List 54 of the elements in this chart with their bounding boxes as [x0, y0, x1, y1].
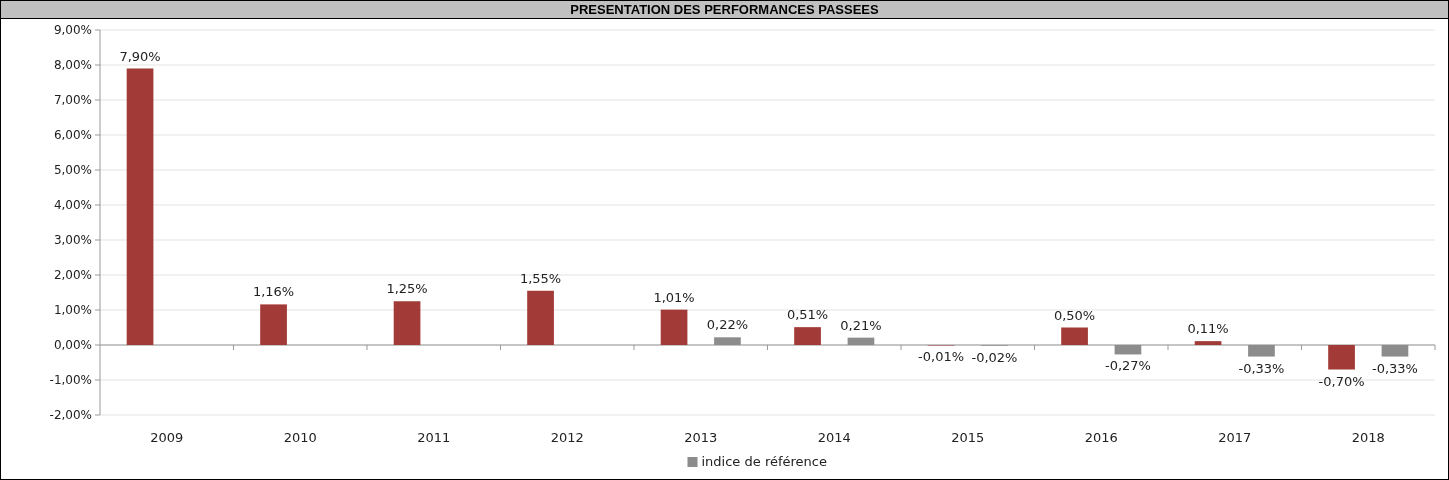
y-tick-label: 0,00%	[53, 338, 92, 352]
bar	[1061, 327, 1088, 345]
bar	[260, 304, 287, 345]
x-tick-label: 2013	[684, 430, 718, 445]
x-tick-label: 2011	[417, 430, 451, 445]
y-tick-label: 1,00%	[53, 303, 92, 317]
bar	[527, 290, 554, 345]
bar	[847, 337, 875, 345]
data-label: -0,70%	[1318, 373, 1365, 389]
data-label: 1,25%	[386, 281, 428, 297]
x-tick-label: 2009	[150, 430, 184, 445]
y-tick-label: 7,00%	[53, 93, 92, 107]
bar	[126, 68, 154, 345]
bar	[1328, 345, 1355, 370]
data-label: -0,02%	[971, 349, 1018, 365]
x-tick-label: 2016	[1084, 430, 1118, 445]
legend-label: indice de référence	[701, 454, 827, 469]
data-label: 7,90%	[119, 48, 161, 64]
y-tick-label: 4,00%	[53, 198, 92, 212]
bar	[393, 301, 421, 345]
bar	[660, 309, 688, 345]
data-label: -0,27%	[1104, 358, 1151, 374]
x-tick-label: 2010	[283, 430, 317, 445]
data-label: 0,21%	[840, 317, 882, 333]
data-label: -0,01%	[918, 349, 965, 365]
bar	[1114, 345, 1142, 355]
y-tick-label: 3,00%	[53, 233, 92, 247]
y-tick-label: 6,00%	[53, 128, 92, 142]
bar	[1381, 345, 1409, 357]
data-label: 0,51%	[786, 307, 829, 323]
y-tick-label: 2,00%	[53, 268, 92, 282]
data-label: -0,33%	[1371, 360, 1418, 376]
data-label: 1,55%	[519, 270, 562, 286]
y-tick-label: -1,00%	[49, 373, 92, 387]
bar	[714, 337, 741, 345]
x-tick-label: 2012	[550, 430, 584, 445]
chart-title: PRESENTATION DES PERFORMANCES PASSEES	[570, 2, 880, 17]
data-label: 1,01%	[653, 289, 695, 305]
bar	[1248, 345, 1275, 357]
data-label: 0,11%	[1187, 321, 1229, 337]
y-tick-label: -2,00%	[49, 408, 92, 422]
y-tick-label: 5,00%	[53, 163, 92, 177]
bar	[794, 327, 821, 345]
x-tick-label: 2014	[817, 430, 851, 445]
data-label: 0,22%	[706, 317, 749, 333]
y-tick-label: 9,00%	[53, 23, 92, 37]
x-tick-label: 2017	[1218, 430, 1252, 445]
x-tick-label: 2018	[1351, 430, 1385, 445]
bar	[1194, 341, 1222, 345]
x-tick-label: 2015	[951, 430, 985, 445]
data-label: 1,16%	[252, 284, 295, 300]
y-tick-label: 8,00%	[53, 58, 92, 72]
data-label: -0,33%	[1238, 360, 1285, 376]
data-label: 0,50%	[1053, 307, 1096, 323]
